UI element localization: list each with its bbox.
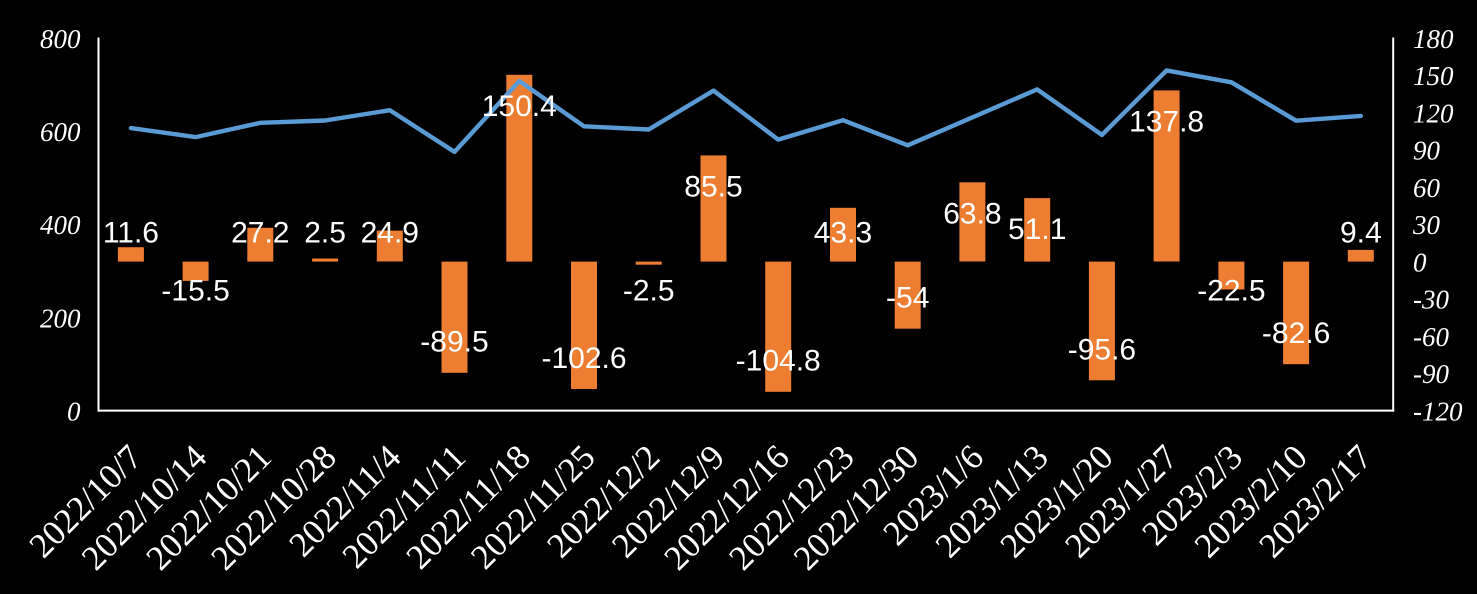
svg-text:51.1: 51.1 xyxy=(1008,213,1066,246)
svg-text:11.6: 11.6 xyxy=(103,217,159,250)
svg-text:-104.8: -104.8 xyxy=(736,345,821,378)
svg-text:-15.5: -15.5 xyxy=(161,275,229,308)
svg-text:27.2: 27.2 xyxy=(231,217,289,250)
svg-text:800: 800 xyxy=(40,24,81,54)
svg-text:-89.5: -89.5 xyxy=(420,326,488,359)
svg-text:120: 120 xyxy=(1413,98,1454,128)
svg-text:180: 180 xyxy=(1413,24,1454,54)
svg-text:400: 400 xyxy=(40,210,81,240)
svg-text:200: 200 xyxy=(40,303,81,333)
svg-text:43.3: 43.3 xyxy=(814,217,872,250)
svg-text:-60: -60 xyxy=(1413,322,1449,352)
svg-text:9.4: 9.4 xyxy=(1340,217,1382,250)
svg-text:-22.5: -22.5 xyxy=(1197,275,1265,308)
svg-text:-54: -54 xyxy=(886,282,929,315)
svg-text:-120: -120 xyxy=(1413,396,1463,426)
svg-text:150.4: 150.4 xyxy=(482,90,557,123)
svg-text:85.5: 85.5 xyxy=(684,170,742,203)
svg-text:150: 150 xyxy=(1413,61,1454,91)
svg-text:137.8: 137.8 xyxy=(1129,105,1204,138)
svg-text:-102.6: -102.6 xyxy=(541,342,626,375)
svg-text:90: 90 xyxy=(1413,136,1441,166)
svg-text:-90: -90 xyxy=(1413,359,1449,389)
svg-text:63.8: 63.8 xyxy=(943,197,1001,230)
svg-text:24.9: 24.9 xyxy=(361,217,419,250)
svg-text:-95.6: -95.6 xyxy=(1068,333,1136,366)
svg-text:600: 600 xyxy=(40,117,81,147)
svg-text:0: 0 xyxy=(67,396,81,426)
svg-text:2.5: 2.5 xyxy=(304,217,346,250)
svg-text:-2.5: -2.5 xyxy=(623,275,675,308)
svg-text:-30: -30 xyxy=(1413,285,1449,315)
svg-text:-82.6: -82.6 xyxy=(1262,317,1330,350)
svg-text:60: 60 xyxy=(1413,173,1441,203)
svg-text:30: 30 xyxy=(1412,210,1441,240)
svg-text:0: 0 xyxy=(1413,247,1427,277)
